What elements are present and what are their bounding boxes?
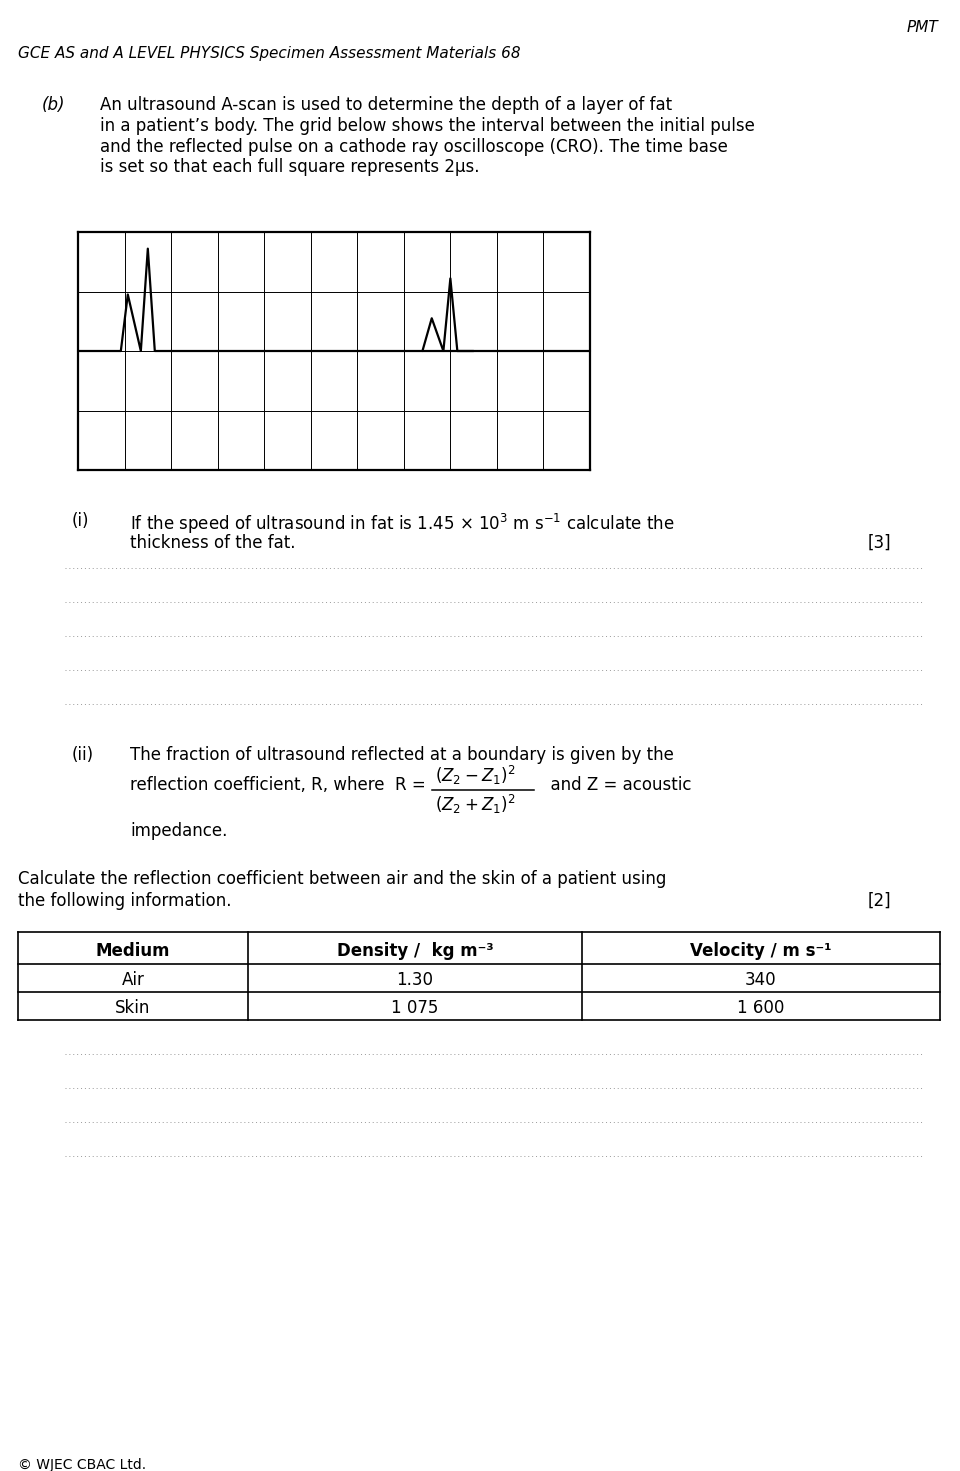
Text: thickness of the fat.: thickness of the fat.: [130, 534, 296, 552]
Text: and Z = acoustic: and Z = acoustic: [540, 777, 691, 794]
Text: 340: 340: [745, 971, 777, 989]
Text: (ii): (ii): [72, 746, 94, 763]
Text: Density /  kg m⁻³: Density / kg m⁻³: [337, 941, 493, 961]
Text: [3]: [3]: [868, 534, 892, 552]
Text: 1.30: 1.30: [396, 971, 434, 989]
Bar: [78, 232, 590, 471]
Text: reflection coefficient, R, where  R =: reflection coefficient, R, where R =: [130, 777, 425, 794]
Text: [2]: [2]: [868, 891, 892, 911]
Text: $(Z_2 - Z_1)^2$: $(Z_2 - Z_1)^2$: [435, 763, 516, 787]
Text: Skin: Skin: [115, 999, 151, 1016]
Text: impedance.: impedance.: [130, 822, 228, 840]
Text: If the speed of ultrasound in fat is 1.45 $\times$ 10$^{3}$ m s$^{-1}$ calculate: If the speed of ultrasound in fat is 1.4…: [130, 512, 675, 535]
Text: (i): (i): [72, 512, 89, 530]
Text: An ultrasound A-scan is used to determine the depth of a layer of fat
in a patie: An ultrasound A-scan is used to determin…: [100, 96, 755, 177]
Text: 1 600: 1 600: [737, 999, 784, 1016]
Text: 1 075: 1 075: [392, 999, 439, 1016]
Text: Air: Air: [122, 971, 144, 989]
Text: Velocity / m s⁻¹: Velocity / m s⁻¹: [690, 941, 831, 961]
Text: the following information.: the following information.: [18, 891, 231, 911]
Text: The fraction of ultrasound reflected at a boundary is given by the: The fraction of ultrasound reflected at …: [130, 746, 674, 763]
Text: GCE AS and A LEVEL PHYSICS Specimen Assessment Materials 68: GCE AS and A LEVEL PHYSICS Specimen Asse…: [18, 46, 520, 60]
Text: © WJEC CBAC Ltd.: © WJEC CBAC Ltd.: [18, 1458, 146, 1471]
Text: Calculate the reflection coefficient between air and the skin of a patient using: Calculate the reflection coefficient bet…: [18, 869, 666, 888]
Text: (b): (b): [42, 96, 65, 113]
Text: $(Z_2 + Z_1)^2$: $(Z_2 + Z_1)^2$: [435, 793, 516, 816]
Text: Medium: Medium: [96, 941, 170, 961]
Text: PMT: PMT: [906, 21, 938, 35]
